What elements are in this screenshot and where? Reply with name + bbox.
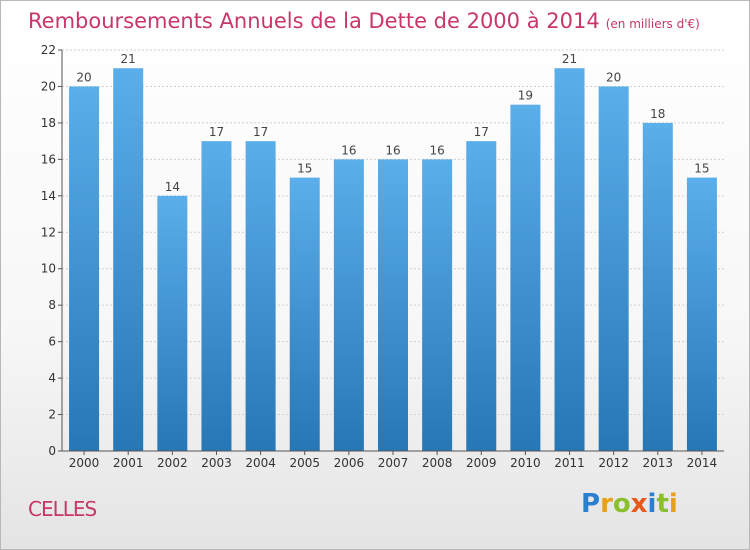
x-tick-label: 2012 [598, 456, 629, 470]
bars: 20 21 14 17 17 15 16 16 16 17 19 21 20 18 15 [69, 52, 717, 452]
bar-value-label: 19 [518, 89, 533, 103]
bar [510, 104, 541, 451]
y-tick-label: 12 [41, 225, 56, 239]
x-tick-label: 2008 [422, 456, 453, 470]
bar [642, 122, 673, 451]
bar [69, 86, 100, 452]
bar [466, 141, 497, 452]
x-tick-label: 2006 [334, 456, 365, 470]
y-tick-label: 2 [48, 408, 56, 422]
bar [333, 159, 364, 451]
y-tick-label: 6 [48, 335, 56, 349]
bar [554, 68, 585, 452]
title-text: Remboursements Annuels de la Dette de 20… [28, 9, 600, 33]
y-tick-label: 10 [41, 262, 56, 276]
logo-letter: x [630, 489, 648, 519]
logo-letter: P [581, 489, 601, 519]
proxiti-logo: Proxiti [581, 489, 678, 519]
bar-value-label: 15 [694, 162, 709, 176]
y-tick-label: 4 [48, 371, 56, 385]
logo-letter: o [612, 489, 631, 519]
logo-letter: r [600, 489, 613, 519]
x-tick-label: 2002 [157, 456, 188, 470]
x-tick-label: 2014 [687, 456, 718, 470]
bar [245, 141, 276, 452]
logo-letter: i [668, 489, 678, 519]
y-tick-label: 20 [41, 79, 56, 93]
y-tick-label: 22 [41, 43, 56, 57]
bar-value-label: 20 [606, 70, 621, 84]
y-tick-label: 0 [48, 444, 56, 458]
x-tick-label: 2003 [201, 456, 232, 470]
x-tick-label: 2000 [69, 456, 100, 470]
bar [422, 159, 453, 451]
bar [686, 177, 717, 451]
x-tick-label: 2001 [113, 456, 144, 470]
bar-value-label: 17 [474, 125, 489, 139]
y-tick-label: 16 [41, 152, 56, 166]
bar [598, 86, 629, 452]
y-tick-label: 14 [41, 189, 56, 203]
bar-value-label: 16 [429, 143, 444, 157]
bar-value-label: 17 [253, 125, 268, 139]
bar [289, 177, 320, 451]
bar-value-label: 15 [297, 162, 312, 176]
bar [201, 141, 232, 452]
x-tick-label: 2010 [510, 456, 541, 470]
bar-value-label: 20 [76, 70, 91, 84]
bar [113, 68, 144, 452]
x-tick-label: 2011 [554, 456, 585, 470]
bar [157, 195, 188, 451]
y-tick-label: 8 [48, 298, 56, 312]
x-tick-label: 2013 [643, 456, 674, 470]
x-tick-label: 2005 [289, 456, 320, 470]
bar-value-label: 16 [385, 143, 400, 157]
y-tick-label: 18 [41, 116, 56, 130]
bar-value-label: 16 [341, 143, 356, 157]
x-tick-label: 2007 [378, 456, 409, 470]
x-tick-label: 2004 [245, 456, 276, 470]
bar [378, 159, 408, 451]
x-tick-label: 2009 [466, 456, 497, 470]
logo-letter: i [647, 489, 657, 519]
bar-value-label: 21 [121, 52, 136, 66]
commune-name: CELLES [28, 497, 97, 521]
bar-value-label: 17 [209, 125, 224, 139]
bar-value-label: 14 [165, 180, 180, 194]
title-unit: (en milliers d'€) [605, 17, 700, 31]
bar-value-label: 21 [562, 52, 577, 66]
logo-letter: t [656, 489, 669, 519]
axes: 0 2 4 6 8 10 12 14 16 18 20 22 2000 2001 2002 2003 2004 2… [41, 43, 724, 470]
chart-title: Remboursements Annuels de la Dette de 20… [28, 9, 700, 33]
bar-value-label: 18 [650, 107, 665, 121]
